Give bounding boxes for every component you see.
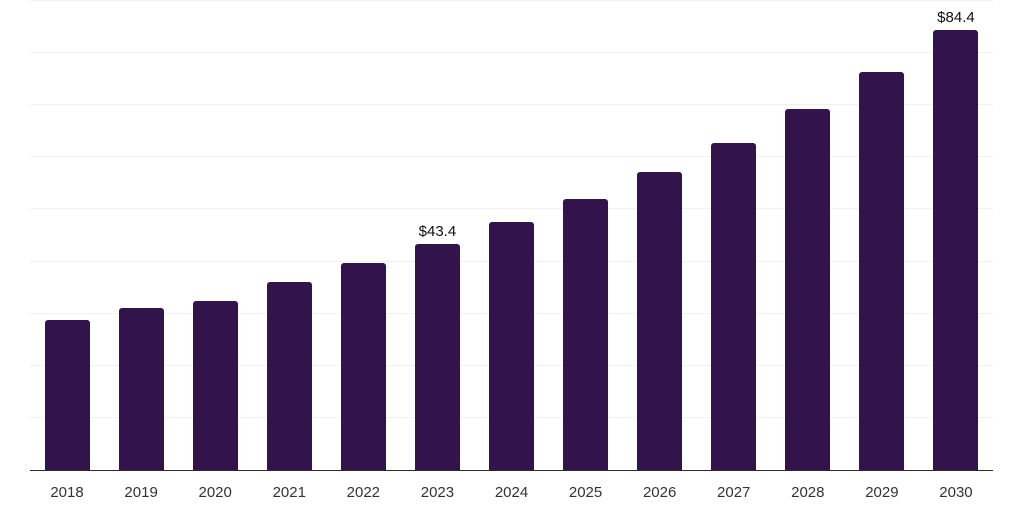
bar-2027 — [711, 143, 757, 470]
gridline-80 — [30, 52, 993, 54]
x-axis-line — [30, 469, 993, 471]
x-tick-label-2022: 2022 — [346, 484, 381, 501]
x-tick-label-2027: 2027 — [717, 484, 751, 501]
x-tick-label-2021: 2021 — [272, 484, 306, 501]
bar-2029 — [859, 72, 905, 470]
x-tick-label-2020: 2020 — [198, 484, 232, 501]
bar-2022 — [340, 262, 386, 470]
x-tick-label-2028: 2028 — [791, 484, 825, 501]
x-tick-label-2029: 2029 — [865, 484, 899, 501]
bar-2025 — [563, 199, 609, 470]
bar-2021 — [266, 281, 312, 470]
bar-value-label-2030: $84.4 — [937, 9, 975, 27]
bar-2023 — [414, 243, 460, 470]
bar-value-label-2023: $43.4 — [418, 222, 457, 240]
gridline-70 — [30, 104, 993, 106]
bar-2028 — [785, 109, 831, 470]
bar-2026 — [637, 172, 683, 470]
x-tick-label-2025: 2025 — [568, 484, 603, 501]
x-tick-label-2030: 2030 — [939, 484, 973, 501]
x-tick-label-2019: 2019 — [124, 484, 158, 501]
bar-2019 — [118, 307, 164, 470]
gridline-60 — [30, 156, 993, 158]
gridline-50 — [30, 208, 993, 210]
x-tick-label-2018: 2018 — [50, 484, 84, 501]
bar-2030 — [933, 30, 979, 470]
gridline-90 — [30, 0, 993, 1]
bar-2018 — [44, 320, 90, 470]
plot-area: 2018 2019 2020 2021 2022 $43.4 2023 2024 2025 202… — [30, 0, 993, 500]
bar-2020 — [192, 301, 238, 470]
x-tick-label-2024: 2024 — [494, 484, 529, 501]
bar-2024 — [489, 222, 534, 470]
x-tick-label-2026: 2026 — [642, 484, 677, 501]
x-tick-label-2023: 2023 — [420, 484, 455, 501]
